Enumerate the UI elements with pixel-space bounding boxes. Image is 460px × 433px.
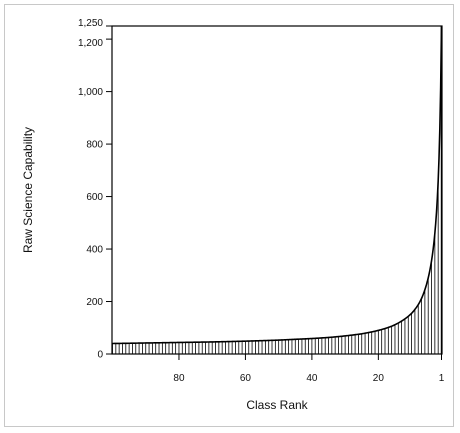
x-axis-ticks: 80 60 40 20 1: [173, 354, 445, 384]
y-tick-label-1200: 1,200: [78, 38, 103, 49]
y-tick-label-1250: 1,250: [78, 18, 103, 29]
x-tick-label-60: 60: [240, 373, 252, 384]
y-tick-label-800: 800: [86, 140, 103, 151]
y-axis-label: Raw Science Capability: [21, 127, 35, 253]
bars-group: [112, 26, 443, 354]
envelope-curve: [112, 25, 443, 345]
plot-border: [111, 25, 443, 355]
y-axis-ticks: 0 200 400 600 800 1,000 1,200 1,250: [78, 18, 112, 361]
chart-frame: [4, 4, 454, 427]
y-tick-label-1000: 1,000: [78, 87, 103, 98]
y-tick-label-200: 200: [86, 297, 103, 308]
x-tick-label-1: 1: [439, 373, 445, 384]
y-tick-label-600: 600: [86, 192, 103, 203]
y-tick-label-0: 0: [97, 350, 103, 361]
x-tick-label-20: 20: [373, 373, 385, 384]
y-tick-label-400: 400: [86, 245, 103, 256]
x-tick-label-80: 80: [173, 373, 185, 384]
x-axis-label: Class Rank: [246, 398, 308, 412]
x-tick-label-40: 40: [306, 373, 318, 384]
